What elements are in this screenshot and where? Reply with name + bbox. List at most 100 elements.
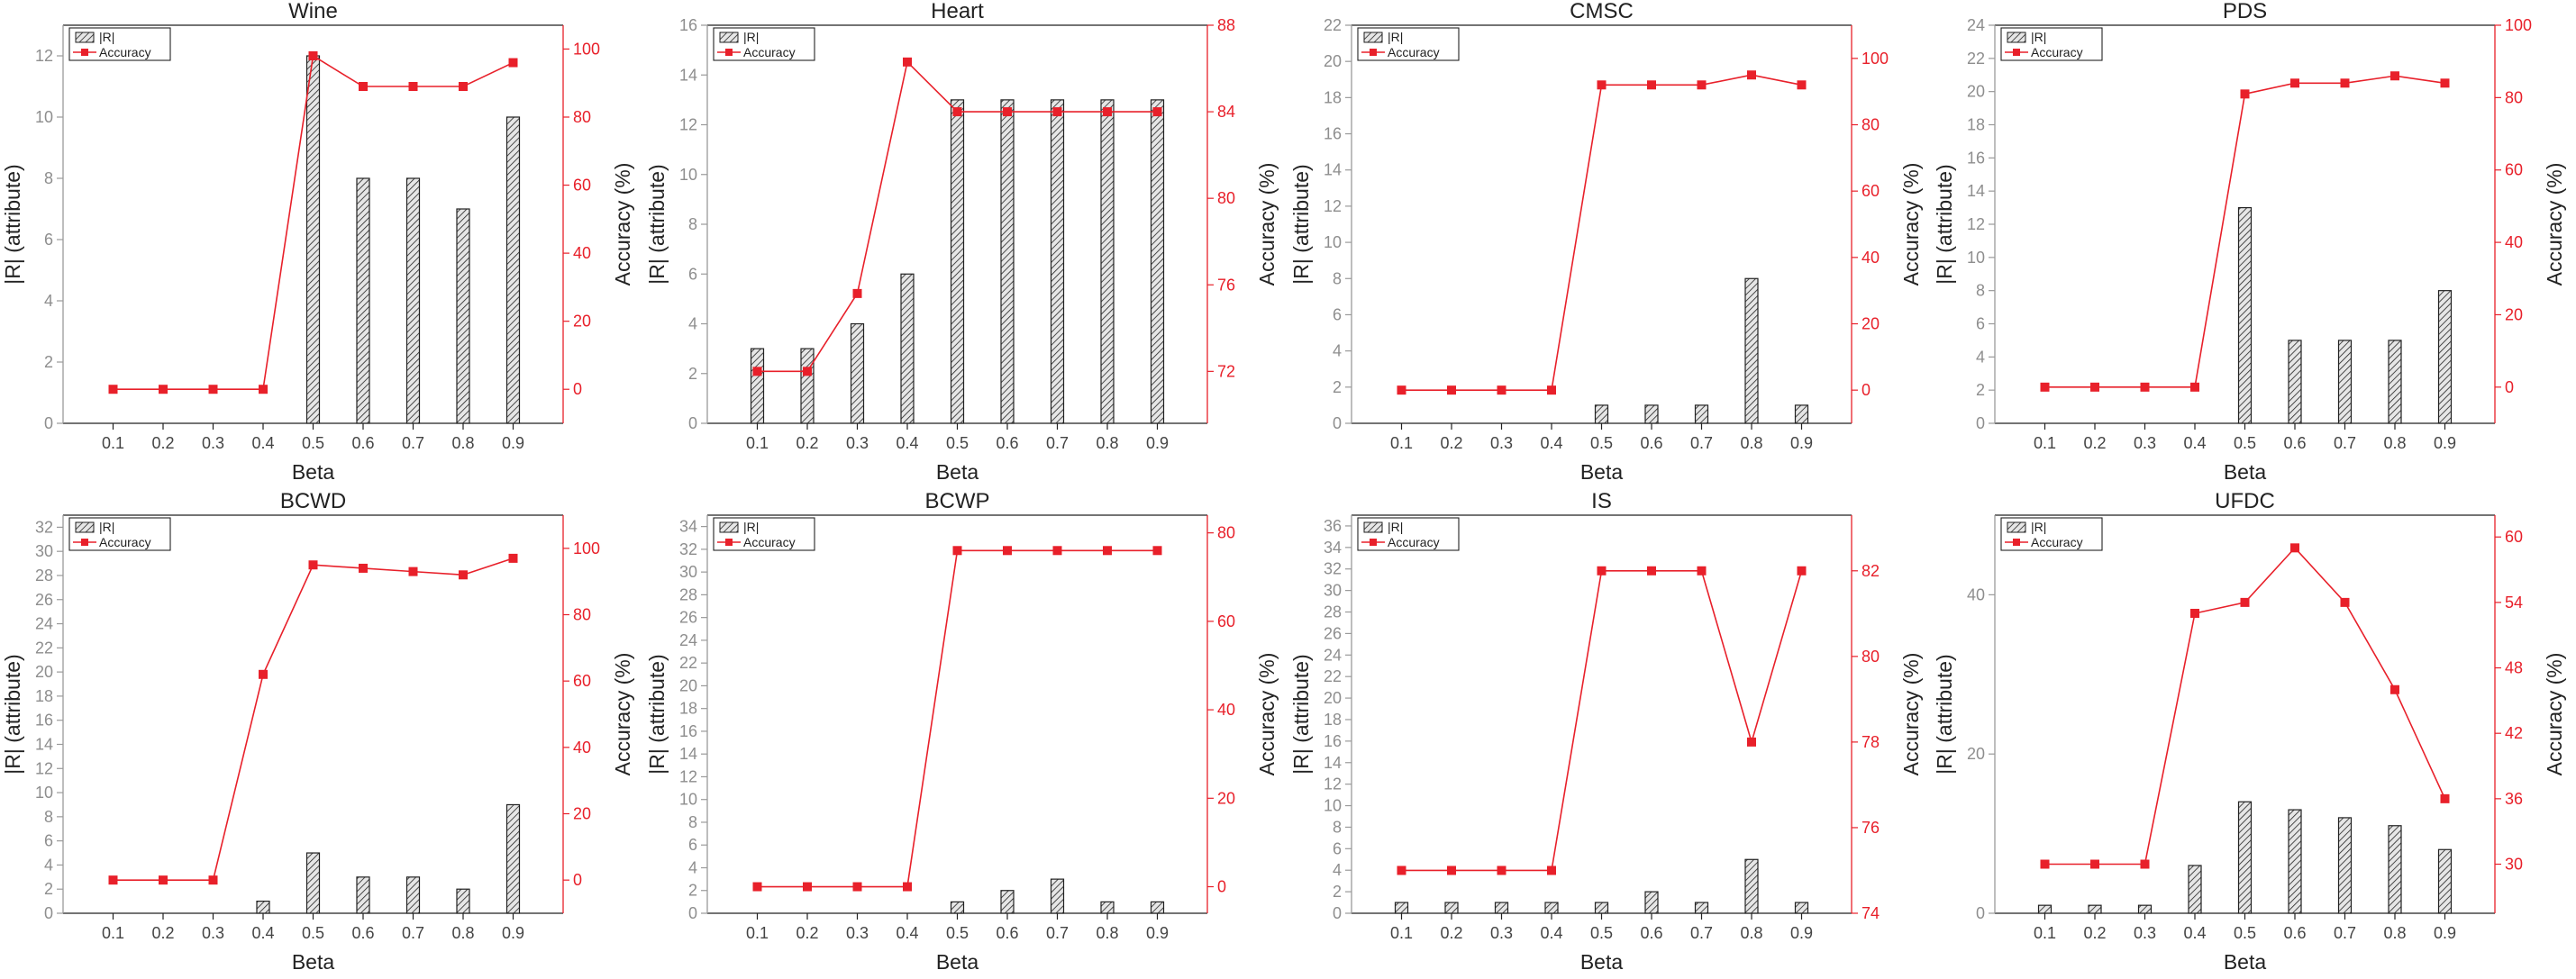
x-tick-label: 0.1 <box>1390 924 1413 942</box>
left-tick-label: 14 <box>1967 182 1985 200</box>
bar-r <box>356 177 370 424</box>
x-tick-label: 0.1 <box>746 434 769 452</box>
x-tick-label: 0.3 <box>2134 434 2156 452</box>
right-tick-label: 100 <box>1861 50 1889 68</box>
accuracy-point <box>2140 382 2150 392</box>
x-tick-label: 0.6 <box>351 434 374 452</box>
left-tick-label: 0 <box>1333 904 1342 922</box>
bar-r <box>1644 891 1659 914</box>
accuracy-point <box>259 669 268 679</box>
left-tick-label: 22 <box>1967 50 1985 68</box>
left-tick-label: 8 <box>1333 818 1342 836</box>
chart-panel-bcwd: 0 2 4 6 8 10 12 14 16 18 20 22 24 26 28 30 32 0 20 40 60 80 10… <box>0 489 644 979</box>
bar-r <box>900 273 915 424</box>
left-tick-label: 36 <box>1324 517 1342 535</box>
legend-line-label: Accuracy <box>1388 535 1440 549</box>
right-tick-label: 78 <box>1861 733 1880 751</box>
bar-r <box>2237 801 2253 914</box>
left-tick-label: 22 <box>35 639 53 657</box>
left-axis-label: |R| (attribute) <box>1933 654 1956 774</box>
legend-bar-label: |R| <box>1388 520 1403 534</box>
x-tick-label: 0.5 <box>946 434 969 452</box>
chart-svg: 0246810121416182022242628303202040608010… <box>1 489 634 974</box>
left-tick-label: 10 <box>1967 249 1985 267</box>
x-tick-label: 0.4 <box>2183 924 2206 942</box>
right-tick-label: 80 <box>1861 648 1880 666</box>
right-tick-label: 100 <box>573 539 600 557</box>
accuracy-point <box>1447 385 1456 395</box>
bar-r <box>1794 902 1809 914</box>
left-tick-label: 20 <box>35 663 53 681</box>
x-tick-label: 0.3 <box>202 434 224 452</box>
chart-svg: 0 20 40 30 36 42 48 54 60 0.1 0.2 0.3 0.4 0.5 0.6 0.7 0.… <box>1933 489 2566 974</box>
accuracy-point <box>208 875 218 885</box>
chart-title: UFDC <box>2215 489 2275 513</box>
left-tick-label: 12 <box>1967 215 1985 233</box>
x-tick-label: 0.8 <box>451 924 474 942</box>
right-tick-label: 0 <box>573 380 582 398</box>
accuracy-point <box>1697 566 1707 576</box>
left-tick-label: 4 <box>1333 342 1342 360</box>
left-tick-label: 22 <box>1324 667 1342 685</box>
x-tick-label: 0.8 <box>2383 924 2406 942</box>
right-axis-label: Accuracy (%) <box>2543 653 2566 776</box>
accuracy-point <box>108 875 118 885</box>
x-axis-label: Beta <box>292 460 335 484</box>
accuracy-point <box>1103 107 1112 117</box>
accuracy-point <box>1397 866 1406 875</box>
accuracy-point <box>1647 80 1656 90</box>
right-tick-label: 80 <box>573 606 591 624</box>
left-tick-label: 8 <box>44 169 53 187</box>
x-tick-label: 0.3 <box>1490 434 1513 452</box>
right-tick-label: 40 <box>573 739 591 757</box>
x-tick-label: 0.7 <box>1690 434 1713 452</box>
legend-point-swatch <box>1370 539 1377 546</box>
right-tick-label: 100 <box>2505 16 2532 34</box>
left-tick-label: 0 <box>1333 414 1342 432</box>
x-tick-label: 0.5 <box>946 924 969 942</box>
x-tick-label: 0.4 <box>896 924 918 942</box>
right-tick-label: 80 <box>1861 116 1880 134</box>
left-tick-label: 24 <box>1967 16 1985 34</box>
accuracy-point <box>1052 546 1062 556</box>
x-tick-label: 0.2 <box>2083 434 2106 452</box>
right-tick-label: 100 <box>573 40 600 58</box>
accuracy-point <box>1797 566 1807 576</box>
accuracy-point <box>1747 737 1756 747</box>
left-tick-label: 18 <box>1324 88 1342 106</box>
x-tick-label: 0.4 <box>1540 434 1562 452</box>
x-tick-label: 0.4 <box>251 434 274 452</box>
accuracy-point <box>903 882 912 892</box>
left-axis-label: |R| (attribute) <box>1933 164 1956 284</box>
right-tick-label: 82 <box>1861 562 1880 580</box>
right-tick-label: 20 <box>573 313 591 331</box>
left-tick-label: 22 <box>1324 16 1342 34</box>
left-tick-label: 0 <box>44 414 53 432</box>
right-tick-label: 60 <box>1861 182 1880 200</box>
chart-svg: 0246810121416182022242628303234020406080… <box>645 489 1279 974</box>
accuracy-point <box>1447 866 1456 875</box>
bar-r <box>505 116 521 424</box>
accuracy-point <box>2190 382 2199 392</box>
chart-panel-wine: 0 2 4 6 8 10 12 0 20 40 60 80 100 0.1 0.2 0.3 0.4 0.5 0.6 0… <box>0 0 644 489</box>
accuracy-line <box>113 557 514 881</box>
right-axis-label: Accuracy (%) <box>1255 163 1279 286</box>
left-tick-label: 40 <box>1967 585 1985 603</box>
x-tick-label: 0.9 <box>1146 434 1169 452</box>
left-tick-label: 12 <box>1324 197 1342 215</box>
right-tick-label: 40 <box>2505 233 2523 251</box>
left-axis-label: |R| (attribute) <box>1 654 24 774</box>
legend: |R|Accuracy <box>2000 27 2103 61</box>
accuracy-point <box>259 385 268 394</box>
legend-point-swatch <box>81 539 88 546</box>
chart-title: BCWP <box>925 489 990 513</box>
x-tick-label: 0.5 <box>302 434 324 452</box>
left-axis-label: |R| (attribute) <box>645 654 669 774</box>
left-tick-label: 16 <box>1967 149 1985 167</box>
right-tick-label: 0 <box>573 871 582 889</box>
accuracy-point <box>2240 89 2250 99</box>
left-tick-label: 0 <box>44 904 53 922</box>
bar-r <box>1100 99 1115 424</box>
left-tick-label: 6 <box>688 836 697 854</box>
accuracy-point <box>2440 78 2450 88</box>
